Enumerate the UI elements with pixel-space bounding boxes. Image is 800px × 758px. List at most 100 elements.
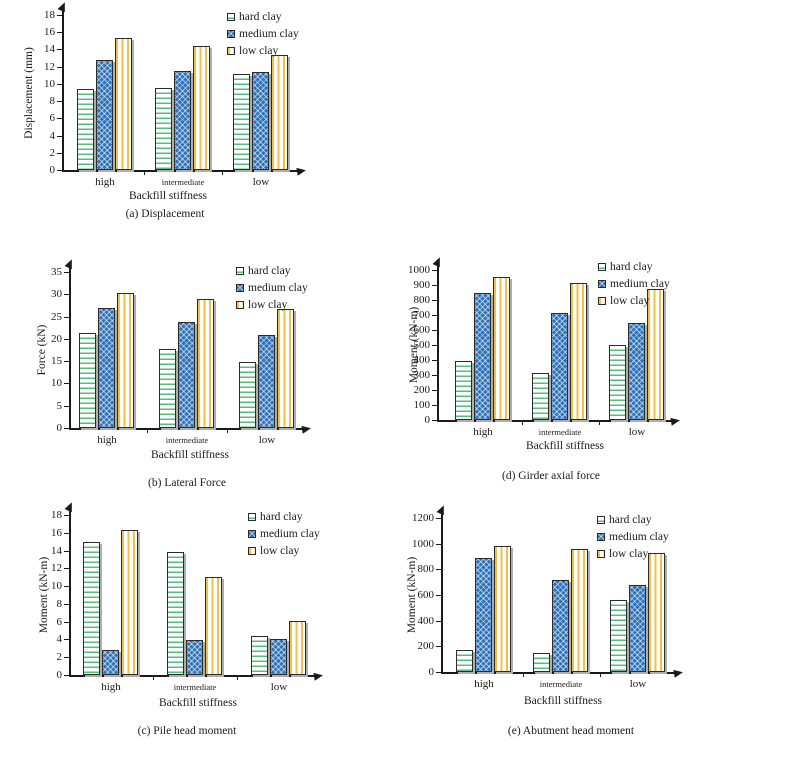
bar-low-clay-low (648, 553, 665, 672)
x-axis-title: Backfill stiffness (525, 440, 605, 452)
y-tick (57, 15, 62, 16)
bar-low-clay-low (647, 289, 664, 420)
y-tick-label: 200 (417, 640, 435, 653)
legend: hard clay medium clay low clay (236, 262, 308, 313)
y-tick (432, 345, 437, 346)
y-tick-label: 10 (51, 580, 62, 593)
y-tick (436, 646, 441, 648)
y-tick (436, 518, 441, 519)
y-tick-label: 30 (51, 288, 62, 301)
bar-hard-clay-low (233, 74, 250, 170)
x-boundary-tick (222, 170, 223, 175)
y-tick (57, 135, 62, 137)
legend-item-low-clay: low clay (248, 542, 320, 559)
legend-swatch-low-clay (236, 300, 244, 309)
chart-c: 0 2 4 6 8 10 12 14 16 18 high intermediate low Moment… (35, 500, 365, 755)
legend-item-low-clay: low clay (227, 42, 299, 59)
legend-label: low clay (239, 44, 279, 57)
x-boundary-tick (521, 420, 523, 425)
y-tick (64, 405, 69, 407)
y-tick (432, 330, 437, 331)
y-tick-label: 0 (428, 666, 435, 678)
x-boundary-tick (237, 675, 238, 680)
bar-hard-clay-low (251, 636, 268, 675)
legend-swatch-low-clay (227, 46, 235, 55)
bar-hard-clay-low (239, 362, 256, 428)
bar-medium-clay-intermediate (178, 322, 195, 428)
bar-hard-clay-intermediate (159, 349, 176, 428)
y-tick (432, 375, 437, 376)
y-axis (62, 11, 64, 171)
y-tick (57, 118, 62, 120)
y-tick (57, 83, 62, 85)
y-tick (64, 621, 69, 623)
y-tick (64, 316, 69, 318)
legend-swatch-low-clay (598, 296, 606, 305)
bar-low-clay-high (493, 277, 510, 420)
legend-item-hard-clay: hard clay (227, 8, 299, 25)
y-tick (64, 361, 69, 363)
y-tick (432, 270, 437, 271)
y-tick (57, 49, 62, 51)
y-tick (64, 568, 69, 570)
chart-caption: (b) Lateral Force (148, 477, 226, 489)
legend: hard clay medium clay low clay (598, 258, 670, 309)
bar-hard-clay-high (79, 333, 96, 428)
bar-low-clay-intermediate (193, 46, 210, 170)
bar-medium-clay-intermediate (552, 580, 569, 672)
y-tick-label: 14 (51, 544, 62, 557)
legend-item-low-clay: low clay (598, 292, 670, 309)
legend-label: medium clay (260, 527, 320, 540)
y-tick-label: 2 (56, 651, 63, 664)
x-axis-arrow-icon (313, 670, 324, 681)
bar-medium-clay-high (102, 650, 119, 675)
y-axis-arrow-icon (436, 503, 448, 516)
bar-hard-clay-high (77, 89, 94, 170)
y-tick (432, 285, 437, 286)
legend: hard clay medium clay low clay (227, 8, 299, 59)
legend-swatch-medium-clay (227, 29, 235, 38)
y-tick-label: 4 (56, 633, 63, 646)
bar-hard-clay-intermediate (155, 88, 172, 170)
legend-label: low clay (248, 298, 288, 311)
bar-medium-clay-low (270, 639, 287, 675)
y-axis-title: Moment (kN-m) (406, 556, 418, 634)
chart-e: 0 200 400 600 800 1000 1200 high intermediate low… (405, 503, 750, 755)
x-category-label-low: low (628, 426, 646, 438)
y-tick (432, 360, 437, 361)
y-tick (57, 32, 62, 34)
y-tick-label: 12 (44, 60, 55, 73)
bar-hard-clay-intermediate (533, 653, 550, 672)
x-category-label-high: high (97, 434, 117, 446)
y-tick (432, 300, 437, 301)
legend: hard clay medium clay low clay (597, 511, 669, 562)
legend-label: medium clay (239, 27, 299, 40)
chart-caption: (e) Abutment head moment (507, 725, 635, 737)
legend-label: hard clay (609, 513, 652, 526)
y-tick-label: 100 (413, 399, 431, 411)
y-tick-label: 14 (44, 43, 55, 56)
legend-item-medium-clay: medium clay (236, 279, 308, 296)
x-category-label-low: low (270, 681, 288, 693)
chart-a: 0 2 4 6 8 10 12 14 16 18 high intermediate low Displa… (20, 0, 340, 240)
bar-medium-clay-low (258, 335, 275, 428)
y-tick-label: 35 (51, 266, 62, 278)
y-tick (57, 101, 62, 103)
bar-low-clay-high (494, 546, 511, 672)
y-tick (64, 338, 69, 340)
chart-d: 0 100 200 300 400 500 600 700 800 900 1000 high inte… (405, 255, 750, 500)
y-axis-title: Displacement (mm) (23, 46, 35, 139)
bar-hard-clay-intermediate (167, 552, 184, 675)
legend-item-hard-clay: hard clay (248, 508, 320, 525)
y-tick (57, 66, 62, 68)
x-category-label-low: low (258, 434, 276, 446)
y-axis (441, 514, 443, 673)
legend-swatch-hard-clay (236, 266, 244, 275)
y-axis-title: Moment (kN-m) (408, 306, 420, 384)
bar-low-clay-intermediate (197, 299, 214, 428)
y-tick-label: 5 (56, 399, 63, 412)
y-tick-label: 800 (413, 294, 431, 306)
bar-hard-clay-high (455, 361, 472, 420)
legend-swatch-hard-clay (597, 515, 605, 524)
y-tick (64, 383, 69, 385)
